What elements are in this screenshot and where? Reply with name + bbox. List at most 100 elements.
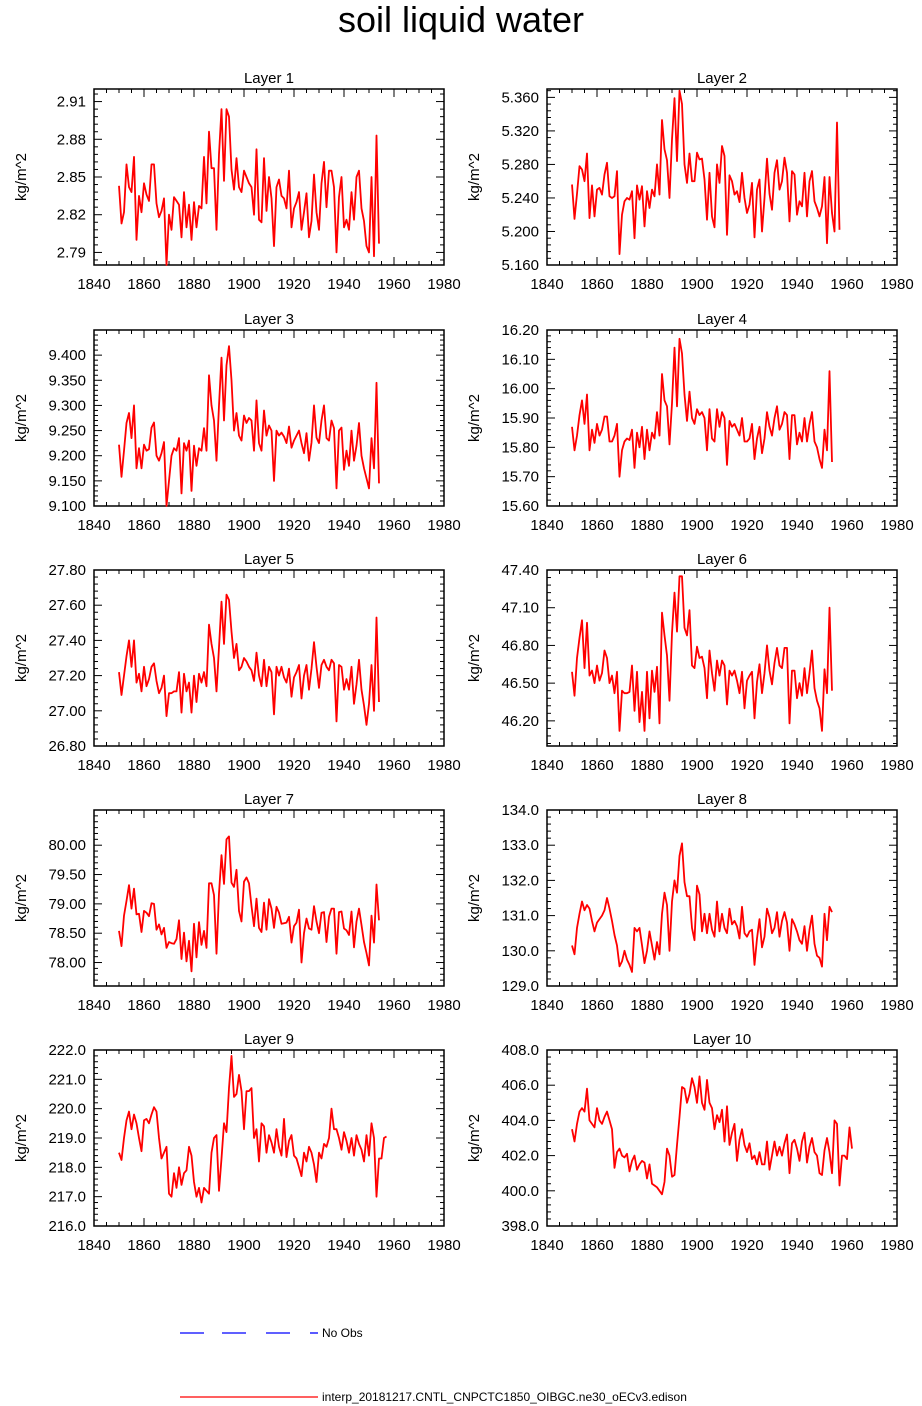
chart-3-ytick-label-2: 9.200 — [48, 448, 86, 465]
chart-3-title: Layer 3 — [244, 311, 294, 328]
chart-1-ytick-label-2: 2.85 — [57, 169, 86, 186]
chart-6-xtick-label-1860: 1860 — [580, 757, 613, 774]
chart-7-xtick-label-1980: 1980 — [427, 997, 460, 1014]
chart-4-ytick-label-1: 15.70 — [501, 469, 539, 486]
chart-8-ylabel: kg/m^2 — [466, 874, 483, 922]
chart-2-frame — [546, 88, 898, 266]
chart-3-ytick-label-1: 9.150 — [48, 473, 86, 490]
chart-8-xtick-label-1880: 1880 — [630, 997, 663, 1014]
chart-1-xtick-label-1940: 1940 — [327, 276, 360, 293]
chart-8-xtick-label-1960: 1960 — [830, 997, 863, 1014]
chart-4-ytick-label-6: 16.20 — [501, 322, 539, 339]
chart-1-series-line — [118, 108, 380, 266]
chart-6-title: Layer 6 — [697, 551, 747, 568]
chart-6-xtick-label-1940: 1940 — [780, 757, 813, 774]
chart-10-ytick-label-4: 406.0 — [501, 1077, 539, 1094]
chart-9-ytick-label-3: 219.0 — [48, 1130, 86, 1147]
chart-10-xtick-label-1880: 1880 — [630, 1237, 663, 1254]
chart-2-xtick-label-1920: 1920 — [730, 276, 763, 293]
chart-5-frame — [93, 569, 445, 747]
chart-6-xtick-label-1900: 1900 — [680, 757, 713, 774]
chart-7-ylabel: kg/m^2 — [13, 874, 30, 922]
chart-10-title: Layer 10 — [693, 1031, 751, 1048]
chart-5-ytick-label-2: 27.20 — [48, 668, 86, 685]
chart-9-xtick-label-1960: 1960 — [377, 1237, 410, 1254]
chart-1-ytick-label-3: 2.88 — [57, 131, 86, 148]
chart-10-ylabel: kg/m^2 — [466, 1114, 483, 1162]
chart-8-xtick-label-1920: 1920 — [730, 997, 763, 1014]
chart-1-ytick-label-1: 2.82 — [57, 207, 86, 224]
chart-1-xtick-label-1900: 1900 — [227, 276, 260, 293]
chart-3-series-line — [118, 345, 380, 507]
chart-2-series-line — [571, 89, 841, 256]
chart-4-ytick-label-4: 16.00 — [501, 381, 539, 398]
chart-8-xtick-label-1980: 1980 — [880, 997, 913, 1014]
chart-6-ytick-label-1: 46.50 — [501, 675, 539, 692]
chart-7-xtick-label-1900: 1900 — [227, 997, 260, 1014]
chart-7-title: Layer 7 — [244, 791, 294, 808]
chart-10-series-line — [571, 1075, 853, 1196]
chart-8-ytick-label-4: 133.0 — [501, 837, 539, 854]
chart-5-ytick-label-1: 27.00 — [48, 703, 86, 720]
chart-8-ytick-label-2: 131.0 — [501, 908, 539, 925]
chart-9-ytick-label-5: 221.0 — [48, 1071, 86, 1088]
chart-10-ytick-label-3: 404.0 — [501, 1112, 539, 1129]
chart-5-xtick-label-1880: 1880 — [177, 757, 210, 774]
chart-7-xtick-label-1920: 1920 — [277, 997, 310, 1014]
chart-7-ytick-label-0: 78.00 — [48, 955, 86, 972]
chart-1-ylabel: kg/m^2 — [13, 153, 30, 201]
chart-4-xtick-label-1860: 1860 — [580, 517, 613, 534]
chart-1-xtick-label-1880: 1880 — [177, 276, 210, 293]
chart-3-ytick-label-4: 9.300 — [48, 397, 86, 414]
chart-6-frame — [546, 569, 898, 747]
chart-9-xtick-label-1840: 1840 — [77, 1237, 110, 1254]
chart-8-ytick-label-0: 129.0 — [501, 978, 539, 995]
chart-5-xtick-label-1940: 1940 — [327, 757, 360, 774]
chart-9-title: Layer 9 — [244, 1031, 294, 1048]
chart-10-ytick-label-1: 400.0 — [501, 1183, 539, 1200]
chart-9-ytick-label-2: 218.0 — [48, 1159, 86, 1176]
chart-5-xtick-label-1900: 1900 — [227, 757, 260, 774]
chart-5-series-line — [118, 593, 380, 726]
chart-7-xtick-label-1880: 1880 — [177, 997, 210, 1014]
chart-2-ytick-label-1: 5.200 — [501, 223, 539, 240]
chart-2-ytick-label-4: 5.320 — [501, 123, 539, 140]
chart-2-xtick-label-1900: 1900 — [680, 276, 713, 293]
chart-9-xtick-label-1920: 1920 — [277, 1237, 310, 1254]
chart-1-xtick-label-1960: 1960 — [377, 276, 410, 293]
chart-2-ylabel: kg/m^2 — [466, 153, 483, 201]
chart-3-xtick-label-1940: 1940 — [327, 517, 360, 534]
chart-4-ytick-label-0: 15.60 — [501, 498, 539, 515]
chart-8-xtick-label-1940: 1940 — [780, 997, 813, 1014]
chart-5-ytick-label-5: 27.80 — [48, 562, 86, 579]
chart-1-xtick-label-1860: 1860 — [127, 276, 160, 293]
chart-5-xtick-label-1960: 1960 — [377, 757, 410, 774]
chart-9-ytick-label-4: 220.0 — [48, 1101, 86, 1118]
chart-3-xtick-label-1840: 1840 — [77, 517, 110, 534]
chart-6-xtick-label-1840: 1840 — [530, 757, 563, 774]
chart-3-ytick-label-0: 9.100 — [48, 498, 86, 515]
chart-7-ytick-label-2: 79.00 — [48, 896, 86, 913]
chart-4-xtick-label-1940: 1940 — [780, 517, 813, 534]
chart-6-xtick-label-1920: 1920 — [730, 757, 763, 774]
chart-4-xtick-label-1920: 1920 — [730, 517, 763, 534]
chart-3-xtick-label-1920: 1920 — [277, 517, 310, 534]
chart-7-ytick-label-1: 78.50 — [48, 925, 86, 942]
chart-4-ytick-label-5: 16.10 — [501, 351, 539, 368]
chart-2-ytick-label-3: 5.280 — [501, 156, 539, 173]
chart-3-ytick-label-5: 9.350 — [48, 372, 86, 389]
chart-4-xtick-label-1880: 1880 — [630, 517, 663, 534]
chart-4-xtick-label-1840: 1840 — [530, 517, 563, 534]
chart-4-xtick-label-1960: 1960 — [830, 517, 863, 534]
chart-5-ylabel: kg/m^2 — [13, 634, 30, 682]
chart-5-xtick-label-1920: 1920 — [277, 757, 310, 774]
chart-3-frame — [93, 329, 445, 507]
chart-4-ylabel: kg/m^2 — [466, 394, 483, 442]
chart-3-xtick-label-1860: 1860 — [127, 517, 160, 534]
chart-8-series-line — [571, 842, 833, 973]
chart-5-title: Layer 5 — [244, 551, 294, 568]
chart-10-ytick-label-0: 398.0 — [501, 1218, 539, 1235]
chart-3-ylabel: kg/m^2 — [13, 394, 30, 442]
chart-9-ytick-label-0: 216.0 — [48, 1218, 86, 1235]
chart-4-ytick-label-2: 15.80 — [501, 439, 539, 456]
